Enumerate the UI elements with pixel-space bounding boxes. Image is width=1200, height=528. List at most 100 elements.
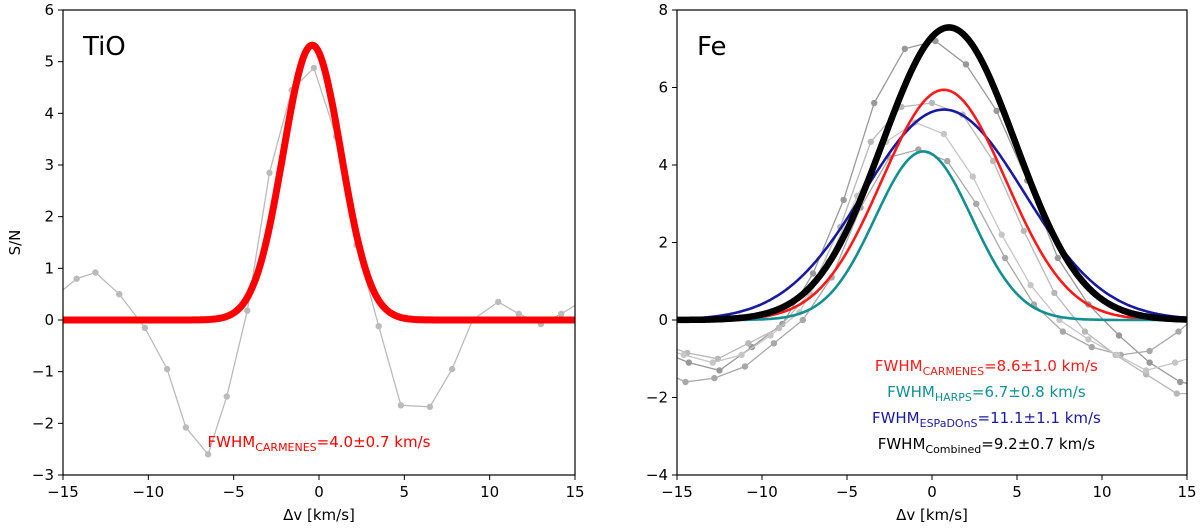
- fwhm-annotation: FWHMCARMENES=8.6±1.0 km/s: [875, 357, 1098, 378]
- data-point: [657, 367, 663, 373]
- fwhm-subscript: CARMENES: [923, 365, 984, 378]
- data-point: [1171, 359, 1179, 366]
- data-point: [495, 298, 502, 306]
- fwhm-value: =8.6±1.0 km/s: [984, 357, 1098, 375]
- y-tick-label: 4: [658, 156, 668, 174]
- data-point: [928, 99, 936, 107]
- fwhm-prefix: FWHM: [887, 383, 935, 401]
- axes-frame: [676, 9, 1188, 476]
- y-tick-label: −1: [32, 363, 54, 381]
- data-point: [657, 340, 663, 346]
- data-point: [1020, 227, 1027, 235]
- y-tick-label: 3: [44, 156, 54, 174]
- data-point: [680, 351, 687, 359]
- x-tick-label: −5: [836, 483, 858, 501]
- data-point: [998, 231, 1005, 238]
- data-point: [709, 359, 716, 366]
- data-point: [1059, 328, 1067, 335]
- data-point: [901, 45, 908, 52]
- y-tick-label: 2: [44, 208, 54, 226]
- fwhm-subscript: CARMENES: [255, 441, 316, 454]
- data-point: [1115, 332, 1123, 339]
- y-tick-label: −3: [32, 466, 54, 484]
- data-point: [163, 365, 171, 373]
- y-tick-label: 8: [658, 1, 668, 19]
- y-tick-label: −2: [32, 414, 54, 432]
- y-tick-label: 0: [44, 311, 54, 329]
- data-point: [1001, 254, 1009, 262]
- data-point: [969, 173, 976, 180]
- data-point: [1088, 343, 1096, 351]
- data-point: [558, 310, 565, 317]
- gaussian-fit-line: [677, 108, 1187, 321]
- data-point: [1175, 328, 1182, 335]
- x-tick-label: −15: [47, 483, 79, 501]
- data-point: [809, 270, 817, 277]
- x-tick-label: 5: [1012, 483, 1022, 501]
- fwhm-value: =11.1±1.1 km/s: [978, 409, 1102, 427]
- data-point: [745, 340, 752, 347]
- y-tick-label: 2: [658, 234, 668, 252]
- fwhm-annotation: FWHMCombined=9.2±0.7 km/s: [878, 435, 1096, 456]
- y-tick-label: −4: [646, 466, 668, 484]
- data-point: [375, 323, 382, 330]
- gaussian-fit-line: [677, 24, 1187, 324]
- data-point: [448, 365, 456, 373]
- data-point: [1054, 254, 1062, 262]
- data-point: [682, 378, 689, 386]
- data-point: [244, 307, 251, 314]
- data-point: [92, 269, 99, 276]
- data-point: [657, 348, 663, 354]
- fwhm-subscript: HARPS: [935, 391, 972, 404]
- plot-area: [657, 24, 1187, 397]
- data-point: [770, 340, 778, 347]
- data-point: [1177, 378, 1184, 386]
- data-series-line: [63, 66, 575, 456]
- data-point: [1173, 390, 1181, 397]
- y-tick-label: 6: [658, 79, 668, 97]
- data-point: [685, 359, 693, 366]
- data-series-line: [677, 121, 1187, 372]
- x-tick-label: −5: [223, 483, 245, 501]
- fwhm-subscript: ESPaDOnS: [920, 417, 978, 430]
- data-point: [55, 291, 61, 297]
- fwhm-value: =6.7±0.8 km/s: [972, 383, 1086, 401]
- axes-frame: [62, 9, 576, 476]
- y-tick-label: −2: [646, 389, 668, 407]
- data-point: [940, 130, 948, 138]
- gaussian-fit-line: [677, 150, 1187, 322]
- y-tick-label: 1: [44, 259, 54, 277]
- data-point: [116, 291, 123, 298]
- data-point: [867, 138, 874, 145]
- data-point: [1146, 347, 1153, 355]
- y-tick-label: 4: [44, 104, 54, 122]
- x-axis-label: Δv [km/s]: [896, 506, 968, 524]
- data-point: [944, 157, 951, 165]
- data-point: [973, 200, 980, 207]
- fwhm-value: =4.0±0.7 km/s: [317, 433, 431, 451]
- data-point: [840, 196, 847, 204]
- y-tick-label: 0: [658, 311, 668, 329]
- data-point: [397, 402, 405, 409]
- data-point: [1027, 281, 1034, 289]
- data-point: [738, 351, 745, 359]
- data-point: [266, 169, 273, 176]
- fwhm-annotation: FWHMHARPS=6.7±0.8 km/s: [887, 383, 1086, 404]
- fwhm-prefix: FWHM: [875, 357, 923, 375]
- data-point: [1146, 359, 1153, 366]
- fwhm-value: =9.2±0.7 km/s: [981, 435, 1095, 453]
- data-point: [1114, 351, 1121, 359]
- data-point: [426, 403, 434, 410]
- y-axis-label: S/N: [6, 230, 24, 256]
- data-point: [871, 99, 878, 107]
- y-tick-label: 5: [44, 53, 54, 71]
- fwhm-prefix: FWHM: [878, 435, 926, 453]
- data-point: [711, 374, 718, 382]
- x-tick-label: 0: [927, 483, 937, 501]
- fwhm-prefix: FWHM: [872, 409, 920, 427]
- x-tick-label: −10: [746, 483, 778, 501]
- data-point: [141, 324, 149, 331]
- data-point: [1143, 367, 1150, 374]
- data-point: [962, 61, 970, 68]
